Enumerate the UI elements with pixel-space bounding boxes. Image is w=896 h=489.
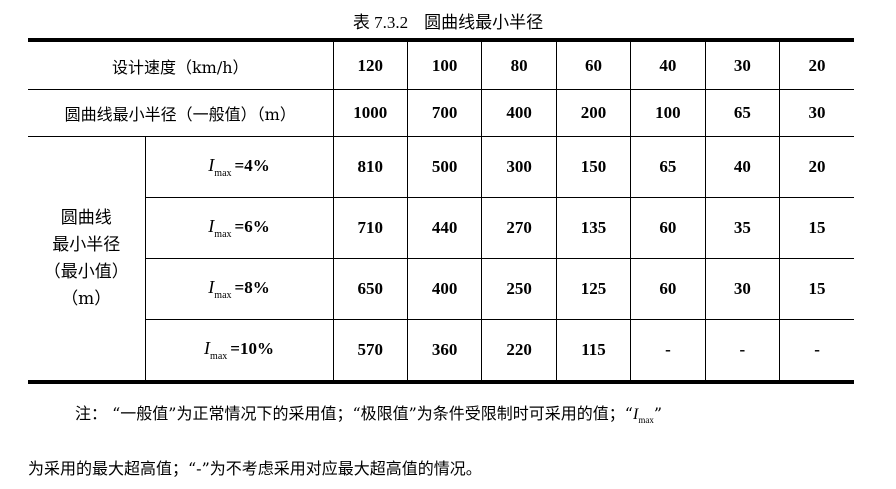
value-cell: 35	[704, 197, 781, 259]
condition-label: Imax =8%	[145, 258, 334, 320]
value-cell: 30	[704, 258, 781, 320]
value-cell: 250	[481, 258, 557, 320]
value-cell: 300	[481, 136, 557, 198]
value-cell: 400	[406, 258, 483, 320]
value-cell: 60	[555, 39, 632, 90]
value-cell: 400	[481, 89, 557, 137]
imax-sub: max	[210, 350, 228, 362]
note-sub: max	[638, 415, 654, 426]
value-cell: 270	[481, 197, 557, 259]
speed-label: 设计速度（km/h）	[28, 39, 334, 90]
min-radius-row: 圆曲线 最小半径 （最小值） （m） Imax =4% 810 500 300 150 65 40 20	[28, 136, 854, 383]
value-cell: 220	[481, 319, 557, 383]
condition-value: =4%	[234, 156, 270, 176]
imax-sub: max	[214, 167, 232, 179]
condition-value: =8%	[234, 278, 270, 298]
imax-symbol: I	[204, 338, 211, 359]
imax-symbol: I	[208, 216, 215, 237]
value-cell: 200	[555, 89, 632, 137]
group-label-line: 最小半径	[52, 234, 121, 255]
value-cell: 360	[406, 319, 483, 383]
condition-label: Imax =4%	[144, 136, 334, 198]
value-cell: 80	[481, 39, 557, 90]
value-cell: 100	[406, 39, 483, 90]
value-cell: 500	[406, 136, 483, 198]
min-radius-row: Imax =10% 570 360 220 115- - -	[28, 319, 854, 383]
value-cell: 650	[332, 258, 408, 320]
value-cell: 15	[779, 197, 854, 259]
value-cell: 60	[630, 197, 706, 259]
note-symbol: I	[633, 406, 639, 423]
value-cell: 120	[332, 39, 408, 90]
note-text: 注： “一般值”为正常情况下的采用值；“极限值”为条件受限制时可采用的值；“	[75, 404, 633, 423]
value-cell: -	[704, 319, 781, 383]
imax-symbol: I	[208, 277, 215, 298]
note-line-1: 注： “一般值”为正常情况下的采用值；“极限值”为条件受限制时可采用的值；“Im…	[75, 400, 662, 425]
value-cell: 100	[630, 89, 706, 137]
imax-sub: max	[214, 228, 232, 240]
value-cell: 20	[779, 39, 854, 90]
value-cell: 570	[332, 319, 408, 383]
speed-row: 设计速度（km/h） 120 100 80 60 40 30 20	[28, 39, 854, 90]
value-cell: 125	[555, 258, 632, 320]
value-cell: -	[779, 319, 854, 383]
value-cell: 810	[332, 136, 408, 198]
value-cell: -	[630, 319, 706, 383]
value-cell: 40	[630, 39, 706, 90]
general-label: 圆曲线最小半径（一般值）（m）	[28, 89, 334, 137]
min-radius-group-label: 圆曲线最小半径 （最小值） （m）	[28, 136, 146, 383]
value-cell: 1000	[332, 89, 408, 137]
min-radius-row: Imax =8% 650 400 250 125 60 30 15	[28, 258, 854, 320]
value-cell: 60	[630, 258, 706, 320]
value-cell: 710	[332, 197, 408, 259]
group-label-line: 圆曲线	[60, 207, 112, 228]
table-number: 表 7.3.2	[352, 13, 409, 32]
value-cell: 40	[704, 136, 781, 198]
value-cell: 115	[555, 319, 632, 383]
table-title: 圆曲线最小半径	[424, 13, 544, 33]
condition-value: =6%	[234, 217, 270, 237]
general-row: 圆曲线最小半径（一般值）（m） 1000 700 400 200 100 65 30	[28, 89, 854, 137]
min-radius-table: 设计速度（km/h） 120 100 80 60 40 30 20 圆曲线最小半径（一般值）…	[28, 38, 854, 384]
min-radius-row: Imax =6% 710 440 270 135 60 35 15	[28, 197, 854, 259]
condition-label: Imax =10%	[145, 319, 334, 383]
value-cell: 30	[704, 39, 781, 90]
condition-value: =10%	[230, 339, 274, 359]
value-cell: 440	[406, 197, 483, 259]
imax-sub: max	[214, 289, 232, 301]
imax-symbol: I	[208, 155, 215, 176]
value-cell: 20	[779, 136, 854, 198]
group-label-line: （最小值）	[43, 261, 129, 282]
note-quote: ”	[653, 404, 663, 423]
table-caption: 表 7.3.2 圆曲线最小半径	[0, 8, 896, 33]
value-cell: 15	[779, 258, 854, 320]
value-cell: 135	[555, 197, 632, 259]
value-cell: 65	[630, 136, 706, 198]
note-line-2: 为采用的最大超高值；“-”为不考虑采用对应最大超高值的情况。	[28, 459, 482, 478]
condition-label: Imax =6%	[145, 197, 334, 259]
value-cell: 700	[406, 89, 483, 137]
value-cell: 65	[704, 89, 781, 137]
value-cell: 150	[555, 136, 632, 198]
value-cell: 30	[779, 89, 854, 137]
group-label-line: （m）	[61, 288, 112, 309]
